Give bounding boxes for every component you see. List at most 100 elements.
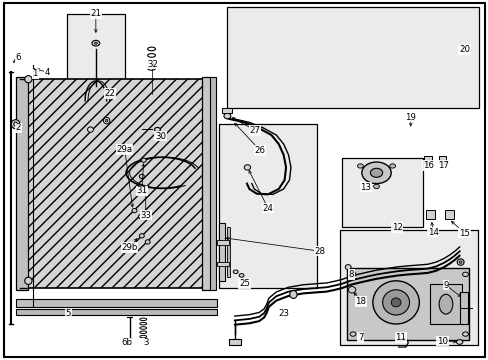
- Text: 5: 5: [65, 310, 71, 319]
- Text: 20: 20: [458, 45, 469, 54]
- Text: 15: 15: [458, 229, 469, 238]
- Bar: [219, 124, 316, 288]
- Text: 30: 30: [155, 132, 165, 141]
- Bar: [67, 14, 124, 140]
- Ellipse shape: [141, 158, 146, 162]
- Text: 19: 19: [405, 112, 415, 122]
- Ellipse shape: [103, 117, 109, 124]
- Bar: [16, 299, 216, 307]
- Bar: [121, 133, 195, 263]
- Text: 24: 24: [262, 204, 273, 212]
- Text: 12: 12: [391, 223, 402, 232]
- Ellipse shape: [139, 174, 144, 179]
- Text: 25: 25: [239, 279, 249, 288]
- Bar: [216, 262, 229, 266]
- Text: 4: 4: [44, 68, 50, 77]
- Ellipse shape: [239, 274, 244, 277]
- Bar: [202, 77, 210, 290]
- Text: 1: 1: [32, 69, 38, 78]
- Text: 3: 3: [142, 338, 148, 347]
- Text: 33: 33: [140, 211, 151, 220]
- Bar: [16, 309, 216, 315]
- Ellipse shape: [94, 42, 97, 44]
- Ellipse shape: [361, 162, 390, 184]
- Bar: [210, 77, 216, 290]
- Ellipse shape: [455, 340, 462, 344]
- Text: 29b: 29b: [121, 243, 138, 252]
- Text: 16: 16: [422, 161, 433, 170]
- Text: 13: 13: [360, 183, 370, 192]
- Ellipse shape: [382, 290, 409, 315]
- Ellipse shape: [24, 76, 32, 83]
- Ellipse shape: [244, 165, 250, 170]
- Ellipse shape: [349, 332, 355, 336]
- Text: 26: 26: [254, 146, 265, 155]
- Bar: [438, 156, 446, 163]
- Ellipse shape: [132, 208, 137, 213]
- Text: 18: 18: [355, 297, 366, 306]
- Text: 32: 32: [147, 60, 158, 69]
- Bar: [339, 230, 477, 345]
- Text: 23: 23: [278, 310, 288, 319]
- Ellipse shape: [349, 272, 355, 276]
- Text: 6: 6: [16, 53, 21, 62]
- Text: 22: 22: [104, 89, 115, 98]
- Ellipse shape: [456, 259, 463, 265]
- Ellipse shape: [372, 281, 419, 324]
- Ellipse shape: [105, 120, 107, 122]
- Ellipse shape: [458, 261, 461, 264]
- Bar: [459, 292, 468, 324]
- Ellipse shape: [357, 164, 363, 168]
- Ellipse shape: [224, 113, 230, 119]
- Bar: [228, 339, 240, 345]
- Ellipse shape: [389, 164, 395, 168]
- Ellipse shape: [14, 122, 18, 126]
- Bar: [28, 79, 203, 288]
- Ellipse shape: [138, 215, 143, 219]
- Ellipse shape: [145, 240, 150, 244]
- Ellipse shape: [154, 127, 160, 132]
- Ellipse shape: [438, 294, 452, 314]
- Text: 10: 10: [436, 337, 447, 346]
- Ellipse shape: [139, 234, 144, 238]
- Ellipse shape: [439, 161, 445, 164]
- Text: 29a: 29a: [117, 145, 132, 154]
- Bar: [16, 77, 28, 290]
- Bar: [342, 158, 422, 227]
- Text: 9: 9: [443, 281, 447, 289]
- Bar: [216, 240, 229, 245]
- Bar: [219, 223, 224, 281]
- Bar: [226, 227, 229, 277]
- Text: 21: 21: [90, 9, 101, 18]
- Bar: [423, 156, 431, 163]
- Ellipse shape: [390, 298, 400, 307]
- Text: 7: 7: [357, 333, 363, 342]
- Bar: [429, 284, 461, 324]
- Bar: [227, 7, 478, 108]
- Text: 6b: 6b: [122, 338, 132, 347]
- Ellipse shape: [289, 291, 297, 298]
- Ellipse shape: [92, 40, 100, 46]
- Ellipse shape: [347, 287, 355, 293]
- Ellipse shape: [345, 265, 350, 270]
- Bar: [444, 210, 453, 219]
- Text: 8: 8: [347, 270, 353, 279]
- Text: 2: 2: [16, 123, 21, 132]
- Ellipse shape: [87, 127, 93, 132]
- Ellipse shape: [370, 168, 382, 177]
- Ellipse shape: [137, 185, 142, 189]
- Bar: [222, 108, 232, 113]
- Ellipse shape: [424, 161, 430, 164]
- Text: 14: 14: [427, 228, 438, 237]
- Text: 11: 11: [395, 333, 406, 342]
- Ellipse shape: [11, 120, 20, 129]
- Text: 31: 31: [136, 186, 147, 195]
- Ellipse shape: [373, 184, 379, 189]
- Ellipse shape: [462, 332, 468, 336]
- Text: 28: 28: [314, 247, 325, 256]
- Ellipse shape: [233, 270, 238, 274]
- Bar: [426, 210, 434, 219]
- Bar: [346, 268, 468, 340]
- Ellipse shape: [24, 277, 32, 284]
- Ellipse shape: [462, 272, 468, 276]
